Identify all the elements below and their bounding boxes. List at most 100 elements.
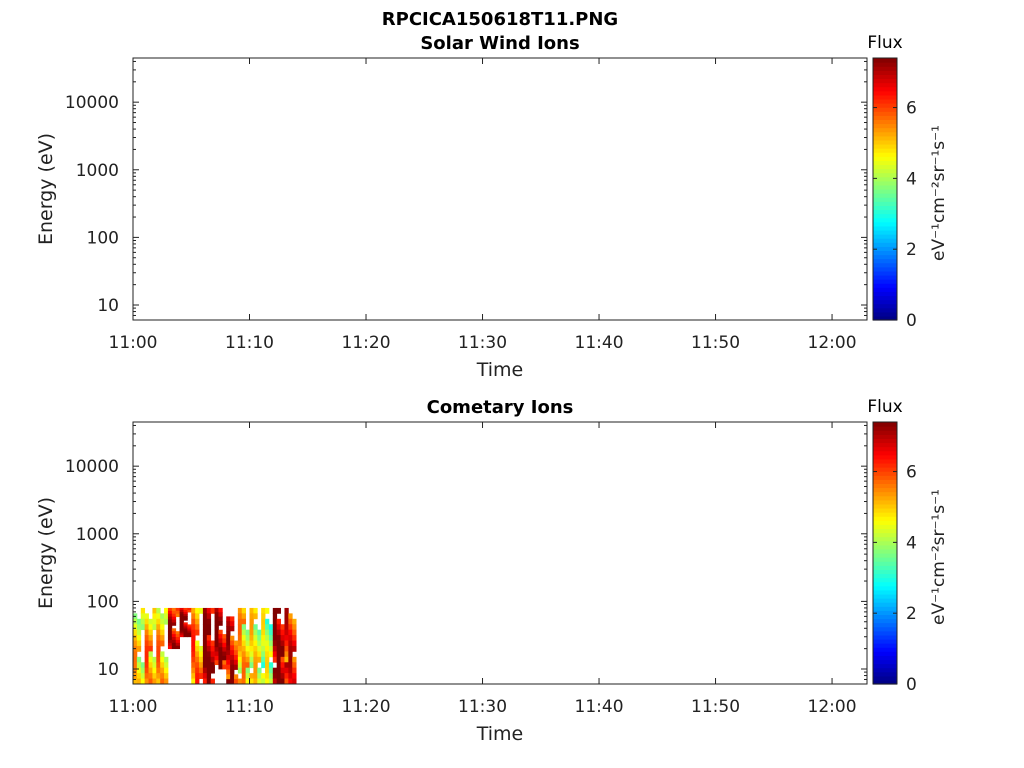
heatmap-cell bbox=[280, 635, 285, 641]
colorbar-swatch bbox=[873, 569, 897, 575]
heatmap-cell bbox=[136, 629, 142, 636]
colorbar-swatch bbox=[873, 78, 897, 84]
panel-2: 10 100 1000 10000 11:00 11:10 11:20 11:30 11:40 1… bbox=[35, 397, 949, 745]
heatmap-cell bbox=[206, 662, 212, 669]
heatmap-cell bbox=[261, 624, 266, 631]
panel-title: Solar Wind Ions bbox=[420, 33, 579, 54]
heatmap-cell bbox=[214, 651, 219, 657]
heatmap-cell bbox=[272, 618, 278, 625]
x-tick-label: 11:50 bbox=[691, 333, 740, 353]
heatmap-cell bbox=[195, 645, 200, 652]
heatmap-cell bbox=[171, 642, 177, 647]
heatmap-cell bbox=[133, 651, 138, 658]
x-tick-label: 11:10 bbox=[225, 333, 274, 353]
heatmap-cell bbox=[288, 624, 293, 631]
heatmap-cell bbox=[245, 645, 250, 652]
heatmap-cell bbox=[288, 673, 293, 679]
heatmap-cell bbox=[241, 656, 247, 663]
heatmap-cell bbox=[226, 630, 231, 637]
heatmap-cell bbox=[276, 678, 281, 684]
heatmap-cell bbox=[292, 624, 297, 631]
heatmap-cell bbox=[156, 667, 161, 674]
heatmap-cell bbox=[152, 678, 157, 684]
heatmap-cell bbox=[253, 635, 258, 641]
heatmap-cell bbox=[202, 624, 208, 631]
heatmap-cell bbox=[179, 612, 184, 615]
heatmap-cell bbox=[206, 629, 212, 636]
colorbar-swatch bbox=[873, 213, 897, 219]
heatmap-cell bbox=[214, 642, 219, 648]
colorbar-swatch bbox=[873, 221, 897, 227]
colorbar-swatch bbox=[873, 479, 897, 484]
heatmap-cell bbox=[218, 655, 223, 661]
heatmap-cell bbox=[140, 613, 146, 620]
heatmap-cell bbox=[136, 667, 142, 674]
heatmap-cell bbox=[280, 667, 285, 674]
heatmap-cell bbox=[206, 635, 212, 641]
colorbar-swatch bbox=[873, 303, 897, 309]
heatmap-cell bbox=[280, 645, 285, 652]
colorbar-swatch bbox=[873, 602, 897, 607]
colorbar-swatch bbox=[873, 516, 897, 521]
heatmap-cell bbox=[156, 651, 161, 658]
heatmap-cell bbox=[237, 635, 243, 641]
y-tick-label: 100 bbox=[87, 228, 119, 248]
heatmap-cell bbox=[280, 678, 285, 684]
heatmap-cell bbox=[179, 630, 184, 634]
colorbar-title: Flux bbox=[867, 397, 902, 417]
colorbar-swatch bbox=[873, 176, 897, 182]
heatmap-cell bbox=[171, 607, 177, 612]
heatmap-cell bbox=[249, 635, 254, 641]
colorbar-swatch bbox=[873, 610, 897, 615]
heatmap-cell bbox=[237, 656, 243, 663]
heatmap-cell bbox=[237, 624, 243, 631]
colorbar-tick-label: 2 bbox=[906, 240, 917, 260]
heatmap-cell bbox=[199, 645, 204, 652]
heatmap-cell bbox=[226, 626, 231, 632]
heatmap-cell bbox=[191, 613, 196, 620]
colorbar-swatch bbox=[873, 217, 897, 223]
heatmap-cell bbox=[148, 662, 153, 669]
colorbar-swatch bbox=[873, 663, 897, 669]
colorbar-swatch bbox=[873, 598, 897, 603]
colorbar-swatch bbox=[873, 573, 897, 579]
heatmap-cell bbox=[280, 673, 285, 679]
heatmap-cell bbox=[152, 613, 157, 620]
heatmap-cell bbox=[284, 645, 289, 652]
heatmap-cell bbox=[261, 618, 266, 625]
y-tick-label: 10 bbox=[97, 296, 119, 316]
heatmap-cell bbox=[175, 607, 180, 612]
colorbar-swatch bbox=[873, 107, 897, 112]
colorbar-swatch bbox=[873, 287, 897, 292]
spectrogram-data bbox=[133, 607, 297, 684]
colorbar-swatch bbox=[873, 467, 897, 472]
heatmap-cell bbox=[179, 624, 184, 627]
heatmap-cell bbox=[272, 645, 278, 652]
heatmap-cell bbox=[136, 673, 142, 679]
colorbar-tick-label: 0 bbox=[906, 675, 917, 695]
heatmap-cell bbox=[257, 645, 262, 652]
colorbar-swatch bbox=[873, 553, 897, 558]
heatmap-cell bbox=[253, 678, 258, 684]
heatmap-cell bbox=[261, 635, 266, 641]
heatmap-cell bbox=[156, 629, 161, 636]
heatmap-cell bbox=[195, 618, 200, 625]
colorbar: 0 2 4 6 Flux eV⁻¹cm⁻²sr⁻¹s⁻¹ bbox=[867, 397, 949, 695]
colorbar-swatch bbox=[873, 679, 897, 685]
heatmap-cell bbox=[202, 673, 208, 679]
heatmap-cell bbox=[175, 637, 180, 641]
colorbar-swatch bbox=[873, 152, 897, 157]
heatmap-cell bbox=[156, 678, 161, 684]
heatmap-cell bbox=[214, 638, 219, 644]
heatmap-cell bbox=[202, 607, 208, 614]
heatmap-cell bbox=[226, 621, 231, 627]
colorbar-swatch bbox=[873, 168, 897, 174]
heatmap-cell bbox=[152, 673, 157, 679]
y-axis-label: Energy (eV) bbox=[35, 133, 57, 245]
heatmap-cell bbox=[148, 645, 153, 652]
heatmap-cell bbox=[253, 624, 258, 631]
colorbar-swatch bbox=[873, 103, 897, 108]
colorbar-swatch bbox=[873, 565, 897, 570]
heatmap-cell bbox=[249, 645, 254, 652]
heatmap-cell bbox=[226, 679, 231, 684]
